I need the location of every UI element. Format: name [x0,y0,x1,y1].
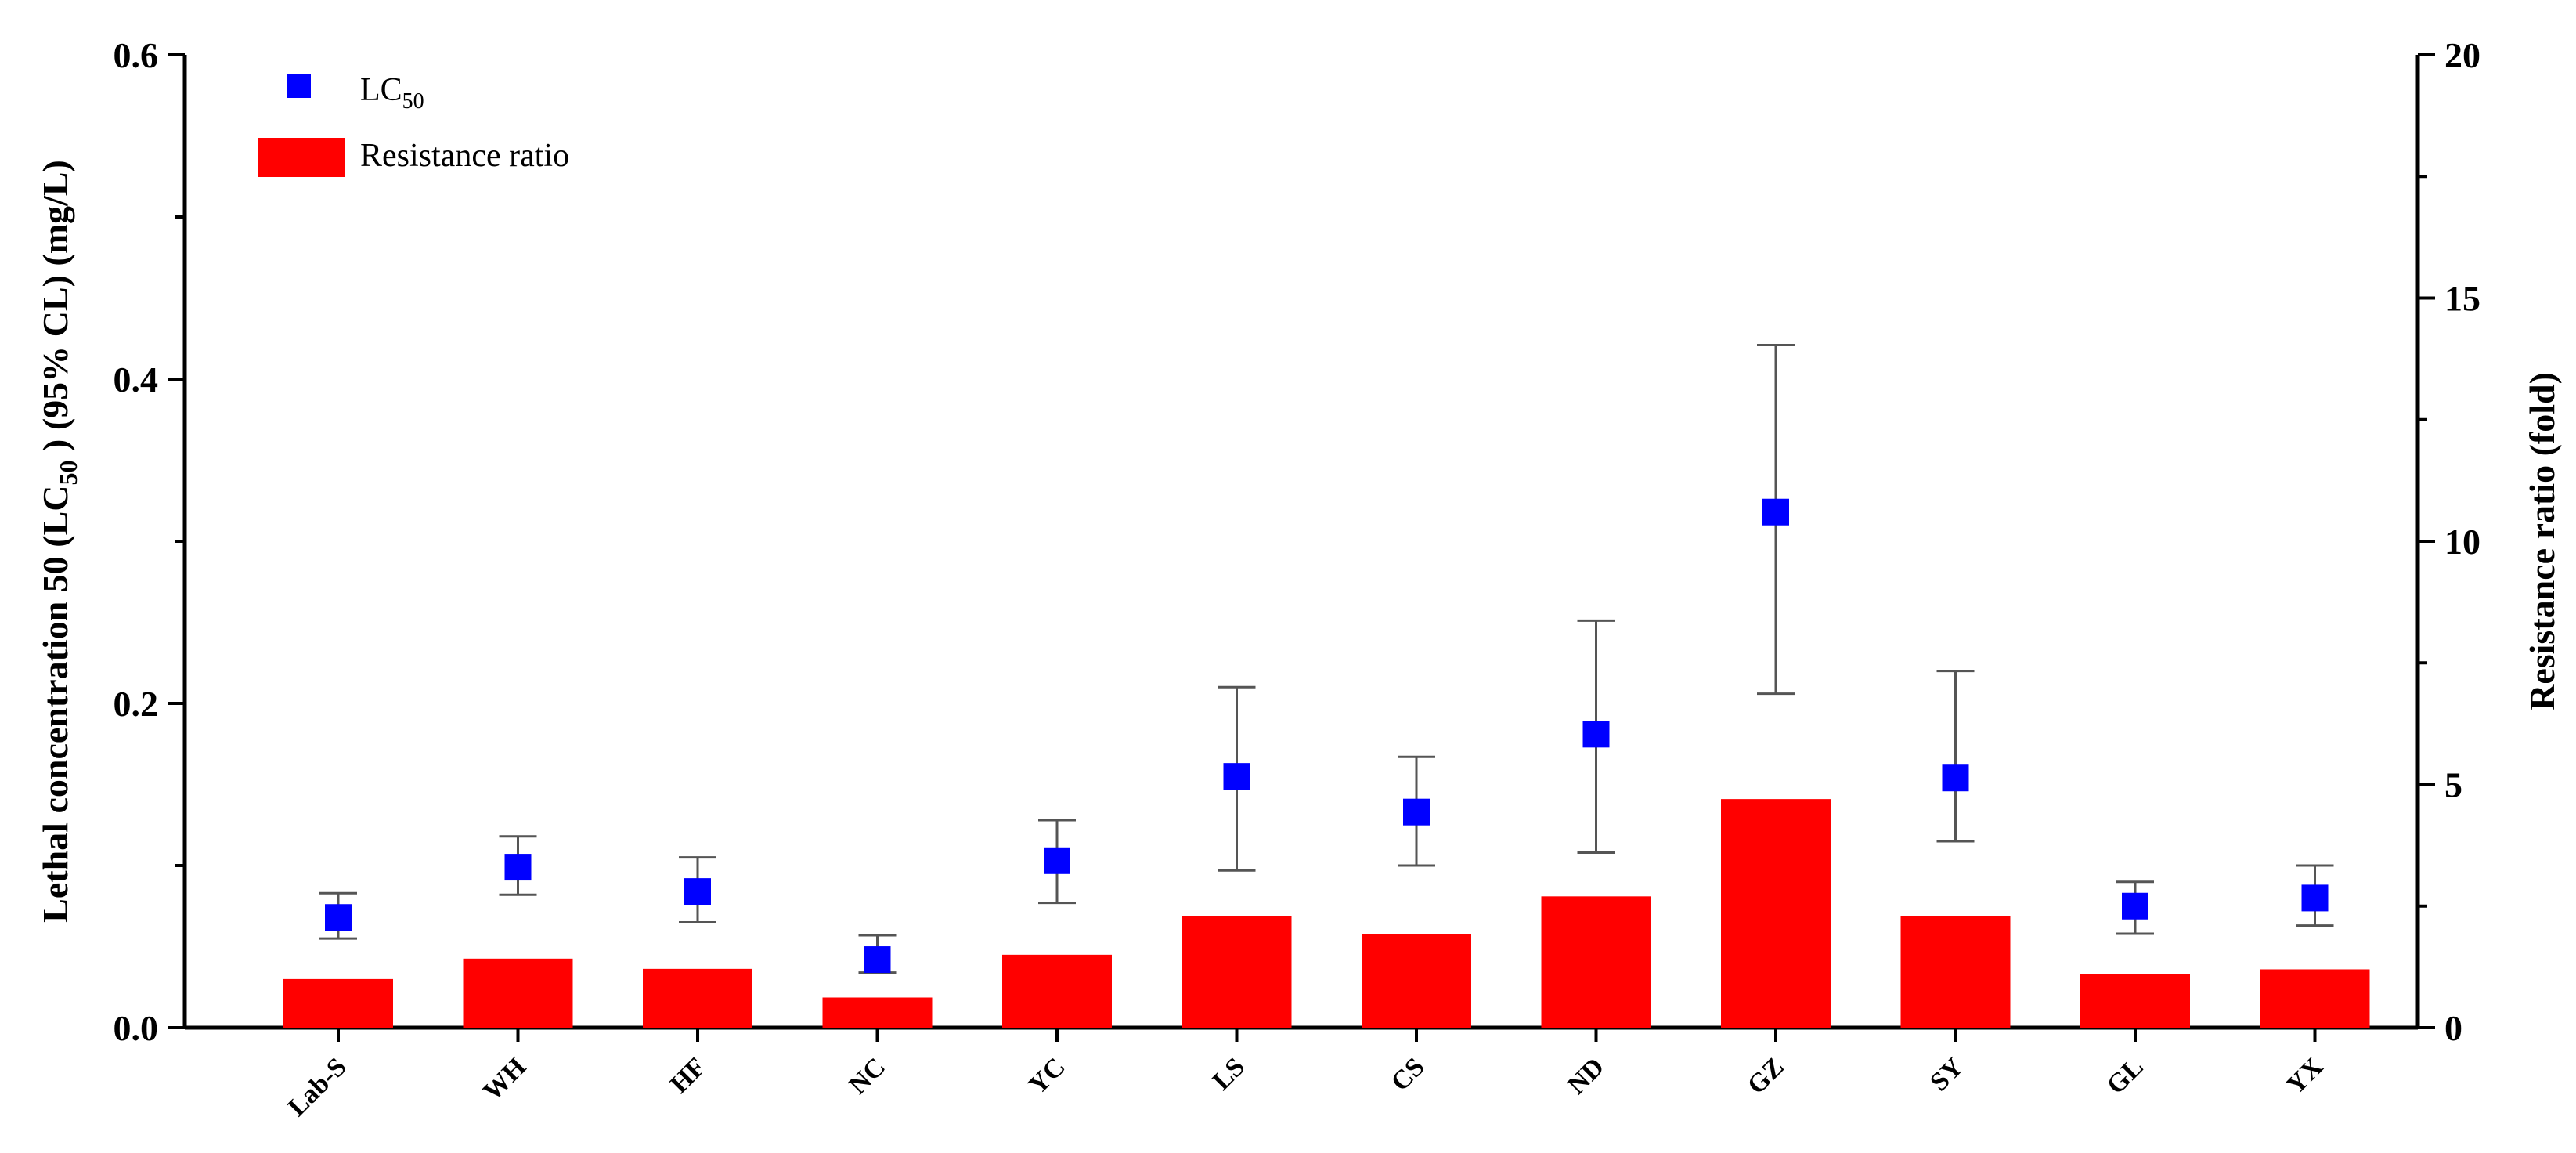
category-label: LS [1207,1052,1251,1096]
resistance-ratio-bar [1541,896,1651,1028]
category-label: YX [2281,1052,2329,1100]
lc50-point [1762,498,1789,526]
resistance-ratio-bar [1182,916,1292,1028]
left-tick-label: 0.2 [114,684,159,724]
lc50-point [2122,892,2148,920]
lc50-point [1403,798,1430,826]
lc50-points [325,498,2329,974]
right-tick-label: 0 [2444,1008,2462,1048]
category-label: ND [1562,1052,1610,1100]
legend-ratio-label: Resistance ratio [360,138,569,174]
legend-lc50-label: LC50 [360,72,424,114]
lc50-point [2301,884,2329,912]
lc50-point [504,854,532,881]
resistance-ratio-bar [1721,799,1831,1028]
left-tick-label: 0.0 [114,1008,159,1048]
legend-ratio-swatch [258,138,345,177]
lc50-point [1582,721,1610,748]
left-tick-label: 0.4 [114,360,159,399]
resistance-ratio-bar [2080,974,2190,1028]
lc50-point [864,946,891,974]
resistance-ratio-bar [283,978,393,1028]
resistance-ratio-bar [1002,954,1112,1028]
left-tick-label: 0.6 [114,35,159,75]
right-tick-label: 5 [2444,765,2462,805]
right-axis-title: Resistance ratio (fold) [2522,372,2562,710]
category-label: GZ [1742,1052,1790,1100]
lc50-point [325,904,352,931]
left-axis-title-main: Lethal concentration 50 (LC [35,485,75,922]
lc50-point [1223,763,1250,790]
left-axis-ticks: 0.0 0.2 0.4 0.6 [114,35,185,1048]
category-label: NC [843,1052,891,1100]
resistance-ratio-bar [643,968,752,1028]
resistance-ratio-bar [463,958,573,1028]
category-label: WH [478,1052,532,1106]
legend: LC50 Resistance ratio [258,72,569,177]
category-label: GL [2102,1052,2149,1100]
lc50-point [1044,847,1070,874]
lc50-point [684,878,711,905]
legend-lc50-marker [287,74,311,98]
category-label: SY [1925,1052,1969,1097]
category-label: YC [1023,1052,1071,1100]
right-axis-ticks: 0 5 10 15 20 [2418,35,2480,1048]
legend-lc50-sub: 50 [402,89,424,114]
left-axis-title-rest: ) (95% CL) (mg/L) [35,160,75,460]
resistance-ratio-bars [283,799,2370,1042]
category-label: CS [1386,1052,1431,1097]
resistance-ratio-bar [1362,934,1471,1028]
right-tick-label: 15 [2444,279,2480,319]
category-labels: Lab-S WH HF NC YC LS CS ND GZ SY GL YX [283,1052,2329,1122]
resistance-ratio-bar [2260,969,2370,1028]
category-label: Lab-S [283,1052,352,1122]
lc50-error-bars [319,344,2334,974]
left-axis-title-sub: 50 [54,460,82,485]
right-tick-label: 10 [2444,522,2480,562]
left-axis-title: Lethal concentration 50 (LC50 ) (95% CL)… [35,160,82,923]
lc50-point [1942,764,1969,792]
right-tick-label: 20 [2444,35,2480,75]
resistance-ratio-bar [1900,916,2011,1028]
category-label: HF [665,1052,712,1099]
resistance-ratio-bar [822,997,933,1028]
legend-lc50-main: LC [360,72,402,108]
